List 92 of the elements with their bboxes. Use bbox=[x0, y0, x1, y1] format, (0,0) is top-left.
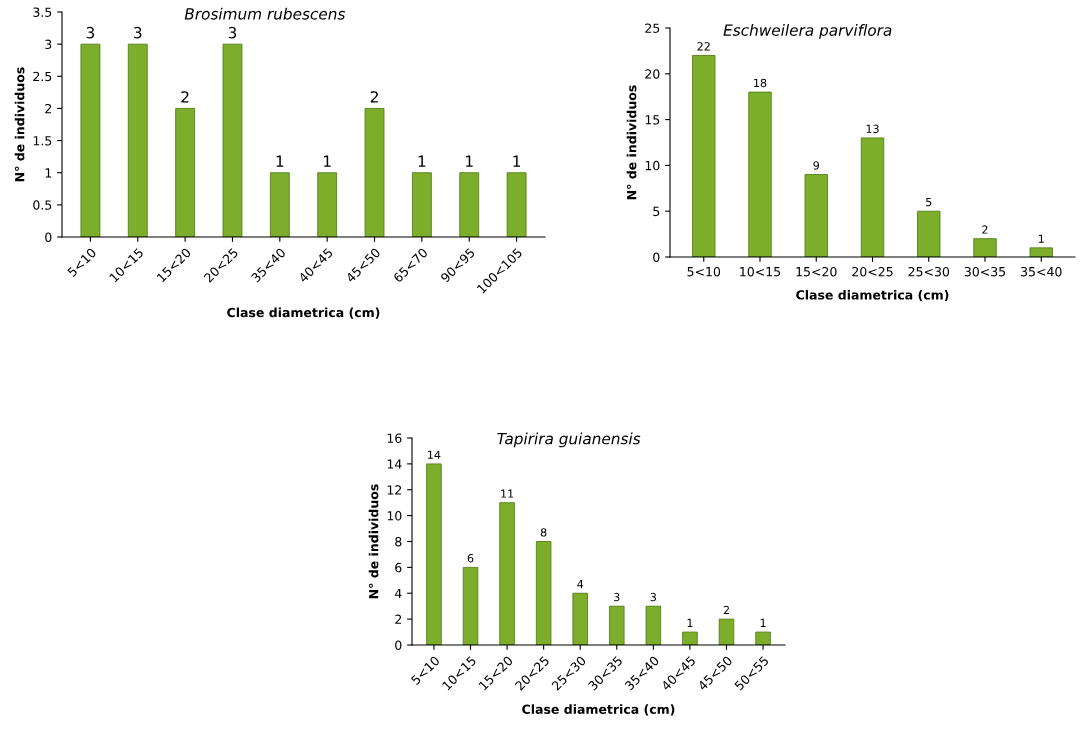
y-tick-label: 20 bbox=[645, 69, 660, 79]
bar bbox=[462, 566, 479, 645]
bar bbox=[718, 618, 735, 645]
data-label: 11 bbox=[501, 489, 514, 498]
y-tick-label: 25 bbox=[645, 23, 660, 33]
x-tick-label: 15<20 bbox=[796, 266, 837, 277]
y-tick-label: 2 bbox=[395, 614, 402, 624]
x-tick-label: 10<15 bbox=[740, 266, 781, 277]
y-tick-label: 8 bbox=[395, 536, 402, 547]
bar bbox=[459, 172, 480, 237]
bar bbox=[411, 172, 432, 237]
bar bbox=[535, 541, 552, 645]
bar bbox=[645, 605, 662, 645]
data-label: 3 bbox=[86, 26, 95, 39]
data-label: 5 bbox=[926, 198, 932, 207]
y-tick-label: 3.5 bbox=[33, 7, 52, 17]
data-label: 22 bbox=[697, 42, 710, 51]
bar bbox=[222, 43, 243, 237]
y-tick-label: 4 bbox=[394, 588, 402, 598]
data-label: 1 bbox=[760, 618, 766, 627]
data-label: 2 bbox=[982, 225, 988, 234]
x-tick-label: 5<10 bbox=[687, 266, 721, 277]
chart-title: Brosimum rubescens bbox=[184, 7, 346, 20]
data-label: 2 bbox=[723, 605, 729, 615]
y-tick-label: 14 bbox=[387, 459, 402, 469]
data-label: 3 bbox=[614, 592, 620, 602]
bar bbox=[1029, 247, 1053, 257]
bar bbox=[175, 108, 196, 237]
chart-title: Eschweilera parviflora bbox=[723, 24, 892, 39]
bar bbox=[917, 210, 941, 257]
bar bbox=[499, 502, 515, 645]
bar bbox=[127, 43, 148, 237]
y-tick-label: 12 bbox=[387, 485, 402, 495]
data-label: 2 bbox=[181, 91, 189, 103]
y-tick-label: 0 bbox=[395, 640, 402, 650]
x-axis-title: Clase diametrica (cm) bbox=[796, 289, 949, 302]
bar bbox=[506, 172, 527, 237]
data-label: 3 bbox=[228, 26, 237, 39]
y-axis-title: N° de individuos bbox=[14, 67, 25, 182]
bar bbox=[572, 592, 588, 645]
data-label: 3 bbox=[134, 26, 142, 39]
data-label: 1 bbox=[418, 155, 426, 167]
x-tick-label: 25<30 bbox=[908, 266, 950, 277]
data-label: 1 bbox=[1038, 234, 1044, 243]
bar bbox=[860, 137, 885, 257]
bar bbox=[804, 174, 828, 257]
bar bbox=[692, 55, 716, 257]
data-label: 18 bbox=[754, 78, 767, 88]
bar bbox=[426, 463, 442, 645]
x-tick-label: 35<40 bbox=[1021, 266, 1062, 277]
bar bbox=[269, 172, 290, 237]
y-tick-label: 2 bbox=[45, 103, 52, 114]
bar bbox=[755, 631, 771, 645]
y-tick-label: 10 bbox=[645, 160, 660, 171]
bar bbox=[748, 91, 772, 257]
y-tick-label: 16 bbox=[387, 433, 402, 443]
data-label: 1 bbox=[513, 155, 521, 167]
x-axis-title: Clase diametrica (cm) bbox=[522, 704, 675, 716]
y-tick-label: 6 bbox=[395, 562, 402, 573]
bar bbox=[317, 172, 338, 237]
y-tick-label: 0 bbox=[653, 252, 660, 262]
data-label: 14 bbox=[428, 450, 441, 459]
y-tick-label: 3 bbox=[45, 39, 52, 50]
y-tick-label: 1.5 bbox=[33, 136, 52, 146]
y-tick-label: 0.5 bbox=[33, 200, 52, 210]
data-label: 6 bbox=[467, 554, 474, 563]
y-axis-title: N° de individuos bbox=[368, 484, 379, 599]
data-label: 1 bbox=[323, 155, 331, 167]
data-label: 1 bbox=[276, 155, 284, 167]
y-tick-label: 15 bbox=[645, 115, 660, 125]
data-label: 4 bbox=[577, 580, 584, 589]
x-tick-label: 30<35 bbox=[964, 266, 1006, 277]
bar bbox=[364, 108, 385, 237]
x-axis-title: Clase diametrica (cm) bbox=[227, 307, 380, 319]
bar bbox=[973, 238, 997, 257]
chart-title: Tapirira guianensis bbox=[497, 432, 641, 448]
x-tick-label: 20<25 bbox=[852, 266, 893, 277]
data-label: 1 bbox=[466, 155, 473, 167]
y-tick-label: 10 bbox=[387, 511, 402, 521]
y-tick-label: 1 bbox=[45, 168, 52, 178]
data-label: 8 bbox=[540, 528, 547, 537]
data-label: 13 bbox=[866, 124, 879, 133]
bar bbox=[609, 605, 625, 645]
y-tick-label: 2.5 bbox=[33, 71, 52, 82]
y-axis-title: N° de individuos bbox=[626, 85, 637, 200]
data-label: 2 bbox=[370, 91, 378, 103]
y-tick-label: 0 bbox=[45, 232, 52, 242]
y-tick-label: 5 bbox=[653, 206, 660, 217]
bar bbox=[80, 43, 101, 237]
bar bbox=[682, 631, 698, 645]
data-label: 9 bbox=[813, 161, 819, 170]
data-label: 1 bbox=[687, 618, 693, 627]
